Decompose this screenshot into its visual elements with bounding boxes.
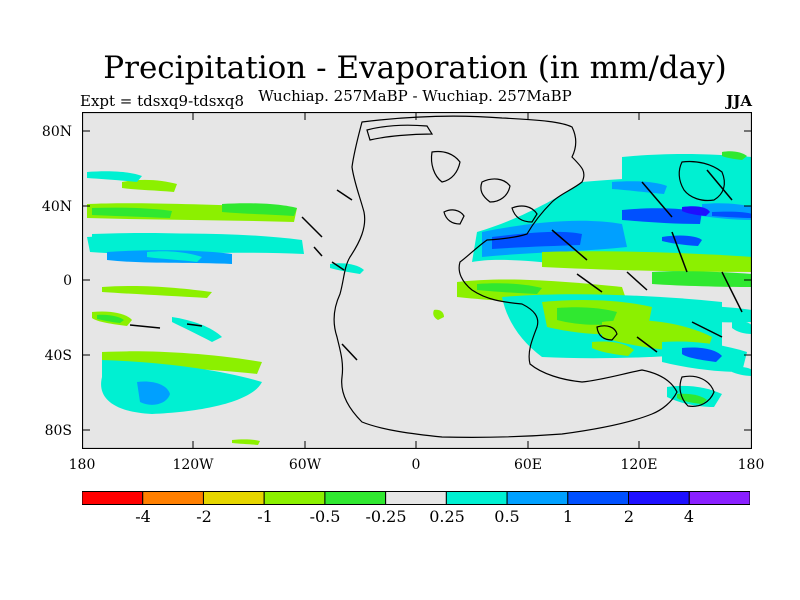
chart-title: Precipitation - Evaporation (in mm/day) [103, 50, 727, 86]
legend-label: 2 [623, 507, 635, 526]
lat-tick-0: 0 [63, 273, 72, 289]
axis-ticks [82, 112, 752, 449]
legend-swatch [82, 491, 144, 505]
legend-swatch [688, 491, 750, 505]
lon-tick-120w: 120W [172, 457, 214, 473]
experiment-label: Expt = tdsxq9-tdsxq8 [80, 92, 245, 110]
lon-tick-180e: 180 [737, 457, 765, 473]
legend-label: -0.5 [309, 507, 341, 526]
legend-swatch [567, 491, 630, 505]
lat-tick-40s: 40S [44, 348, 72, 364]
legend-label: 4 [683, 507, 695, 526]
legend-swatch [324, 491, 387, 505]
legend-swatch [202, 491, 265, 505]
lon-tick-120e: 120E [620, 457, 658, 473]
anomaly-patches-west [87, 171, 444, 445]
legend-swatch [263, 491, 326, 505]
legend-swatch [506, 491, 569, 505]
legend-swatch [445, 491, 508, 505]
coastlines [333, 115, 725, 438]
legend-label: 0.5 [494, 507, 520, 526]
chart-subtitle: Wuchiap. 257MaBP - Wuchiap. 257MaBP [258, 87, 572, 105]
lat-tick-80s: 80S [44, 423, 72, 439]
legend-label: 0.25 [429, 507, 465, 526]
legend-label: -0.25 [365, 507, 407, 526]
anomaly-patches-east [457, 151, 752, 407]
map-plot [82, 112, 752, 449]
legend-label: -2 [196, 507, 212, 526]
coastline-fragments [129, 169, 743, 361]
lon-tick-60e: 60E [513, 457, 543, 473]
lat-tick-40n: 40N [41, 199, 72, 215]
lon-tick-60w: 60W [288, 457, 322, 473]
color-legend [82, 491, 750, 505]
legend-label: -4 [135, 507, 151, 526]
lon-tick-180w: 180 [68, 457, 96, 473]
season-label: JJA [726, 92, 752, 110]
legend-label: 1 [562, 507, 574, 526]
legend-label: -1 [257, 507, 273, 526]
lon-tick-0: 0 [411, 457, 421, 473]
lat-tick-80n: 80N [41, 124, 72, 140]
legend-swatch [628, 491, 690, 505]
legend-swatch [385, 491, 447, 505]
legend-swatch [142, 491, 204, 505]
